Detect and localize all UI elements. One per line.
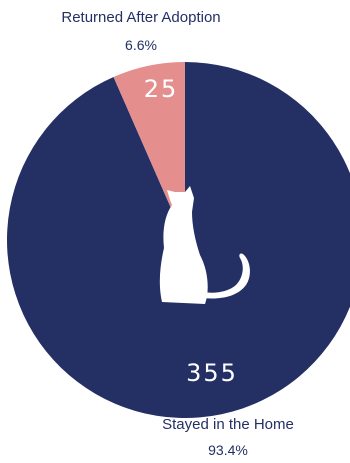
pie-slice-returned bbox=[113, 62, 185, 240]
slice-percent-returned: 6.6% bbox=[125, 37, 157, 53]
slice-value-returned: 25 bbox=[144, 75, 179, 103]
cat-silhouette-icon bbox=[159, 186, 250, 304]
slice-value-stayed: 355 bbox=[186, 359, 238, 387]
slice-label-returned: Returned After Adoption bbox=[61, 9, 220, 26]
slice-percent-stayed: 93.4% bbox=[208, 442, 248, 458]
slice-label-stayed: Stayed in the Home bbox=[162, 416, 294, 433]
